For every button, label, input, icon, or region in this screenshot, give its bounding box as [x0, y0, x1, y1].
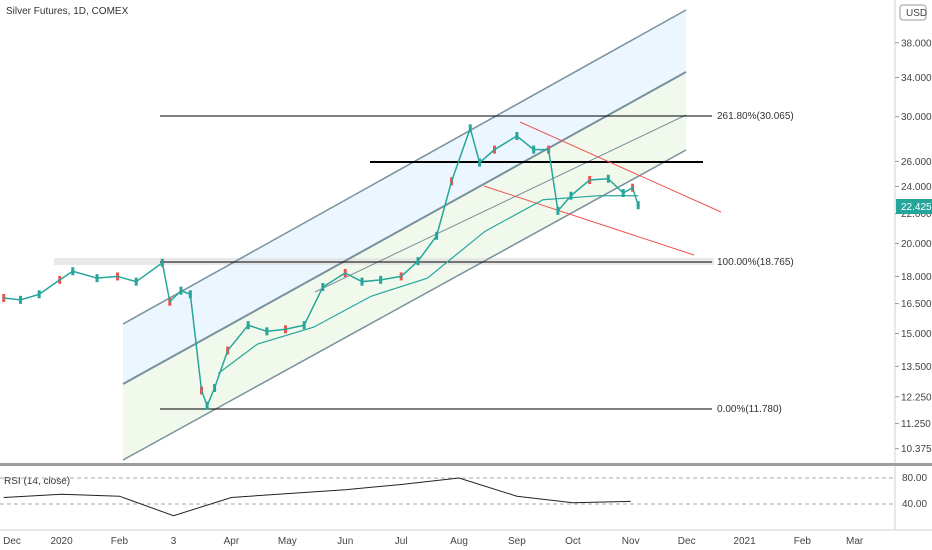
- time-tick-label: Oct: [565, 536, 581, 547]
- time-tick-label: Jun: [337, 536, 353, 547]
- rsi-title: RSI (14, close): [4, 476, 70, 487]
- time-tick-label: Apr: [224, 536, 240, 547]
- price-tick-label: 12.250: [901, 392, 932, 403]
- price-tick-label: 16.500: [901, 299, 932, 310]
- time-tick-label: Sep: [508, 536, 526, 547]
- time-tick-label: 2020: [50, 536, 73, 547]
- price-tick-label: 38.000: [901, 38, 932, 49]
- time-tick-label: 2021: [733, 536, 756, 547]
- pane-separator[interactable]: [0, 463, 932, 466]
- price-tick-label: 11.250: [901, 419, 931, 430]
- time-tick-label: Dec: [3, 536, 21, 547]
- price-tick-label: 13.500: [901, 362, 932, 373]
- price-tick-label: 20.000: [901, 239, 932, 250]
- price-tick-label: 26.000: [901, 157, 932, 168]
- svg-text:USD: USD: [906, 8, 927, 19]
- time-tick-label: 3: [171, 536, 177, 547]
- price-tick-label: 18.000: [901, 272, 932, 283]
- wedge-lines: [483, 121, 722, 256]
- time-tick-label: Jul: [395, 536, 408, 547]
- price-tick-label: 15.000: [901, 329, 932, 340]
- time-tick-label: Dec: [678, 536, 696, 547]
- svg-text:22.425: 22.425: [901, 202, 932, 213]
- time-tick-label: Feb: [111, 536, 129, 547]
- price-tick-label: 22.000: [901, 209, 932, 220]
- rsi-tick-40: 40.00: [902, 499, 927, 510]
- moving-average-line: [217, 195, 639, 374]
- time-tick-label: May: [278, 536, 297, 547]
- fib-label-0: 0.00%(11.780): [717, 404, 782, 415]
- price-tick-label: 24.000: [901, 182, 932, 193]
- price-tick-label: 10.375: [901, 444, 932, 455]
- last-price-label: 22.425: [896, 199, 932, 214]
- currency-button[interactable]: USD: [899, 4, 927, 21]
- time-axis: Dec 2020 Feb 3 Apr May Jun Jul Aug Sep Oct Nov Dec 20…: [3, 536, 864, 547]
- price-axis: 38.000 34.000 30.000 26.000 24.000 22.000 20.0…: [895, 38, 932, 455]
- fib-label-261: 261.80%(30.065): [717, 111, 794, 122]
- time-tick-label: Nov: [622, 536, 640, 547]
- chart-title: Silver Futures, 1D, COMEX: [6, 6, 129, 17]
- price-tick-label: 30.000: [901, 112, 932, 123]
- time-tick-label: Feb: [794, 536, 812, 547]
- rsi-tick-80: 80.00: [902, 473, 927, 484]
- rsi-line: [3, 477, 631, 517]
- time-tick-label: Mar: [846, 536, 864, 547]
- fib-label-100: 100.00%(18.765): [717, 257, 794, 268]
- price-tick-label: 34.000: [901, 73, 932, 84]
- time-tick-label: Aug: [450, 536, 468, 547]
- price-series-line: [3, 125, 639, 408]
- channel-fill: [123, 10, 686, 460]
